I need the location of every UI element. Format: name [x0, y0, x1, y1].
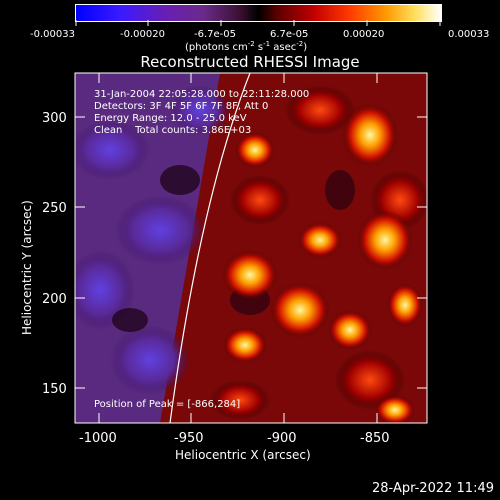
x-tick-label: -1000	[79, 431, 117, 446]
rhessi-image	[75, 73, 427, 423]
colorbar-axis: -0.00033 -0.00020 -6.7e-05 6.7e-05 0.000…	[30, 20, 489, 53]
plot-title: Reconstructed RHESSI Image	[140, 53, 360, 71]
colorbar-tick: -6.7e-05	[194, 29, 236, 40]
x-axis-label: Heliocentric X (arcsec)	[175, 448, 311, 462]
colorbar-tick: 0.00020	[343, 29, 384, 40]
timestamp: 28-Apr-2022 11:49	[372, 481, 494, 496]
colorbar	[75, 4, 442, 22]
colorbar-tick: 6.7e-05	[270, 29, 308, 40]
x-tick-label: -850	[360, 431, 390, 446]
colorbar-tick: 0.00033	[448, 29, 489, 40]
colorbar-unit: (photons cm-2 s-1 asec-2)	[185, 40, 307, 53]
y-tick-label: 300	[42, 111, 67, 126]
info-time-range: 31-Jan-2004 22:05:28.000 to 22:11:28.000	[94, 89, 309, 100]
info-detectors: Detectors: 3F 4F 5F 6F 7F 8F, Att 0	[94, 101, 268, 112]
info-method: Clean Total counts: 3.86E+03	[94, 125, 251, 136]
y-axis-label: Heliocentric Y (arcsec)	[20, 200, 34, 335]
y-tick-label: 200	[42, 292, 67, 307]
colorbar-tick: -0.00020	[120, 29, 165, 40]
info-energy: Energy Range: 12.0 - 25.0 keV	[94, 113, 247, 124]
x-tick-label: -950	[174, 431, 204, 446]
y-tick-label: 250	[42, 201, 67, 216]
info-peak: Position of Peak = [-866,284]	[94, 399, 240, 410]
y-tick-label: 150	[42, 382, 67, 397]
colorbar-tick: -0.00033	[30, 29, 75, 40]
x-tick-label: -900	[267, 431, 297, 446]
